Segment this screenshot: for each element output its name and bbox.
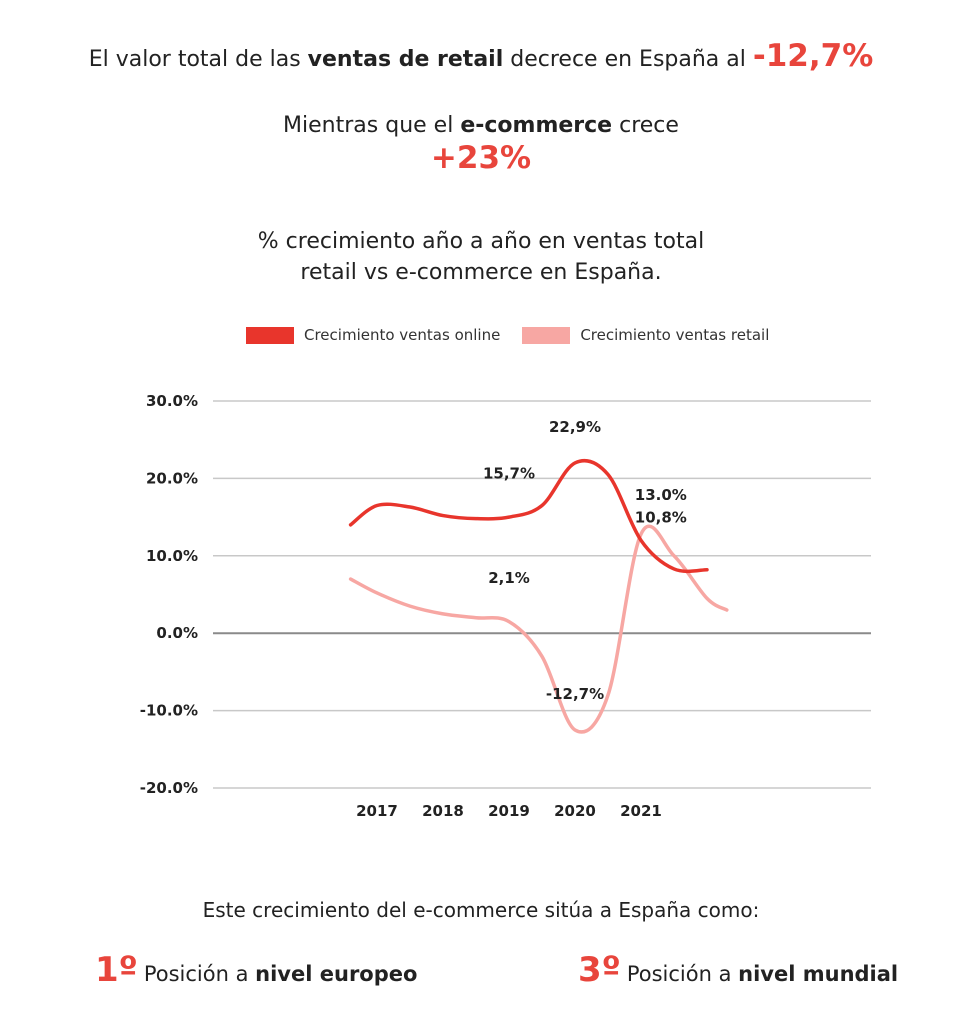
x-tick-label: 2019 bbox=[488, 802, 530, 820]
rank-europe-pre: Posición a bbox=[143, 962, 249, 986]
footer-text: Este crecimiento del e-commerce sitúa a … bbox=[202, 898, 760, 922]
chart-title-line1: % crecimiento año a año en ventas total bbox=[257, 229, 705, 254]
legend-label-retail: Crecimiento ventas retail bbox=[580, 326, 770, 344]
legend-item-retail: Crecimiento ventas retail bbox=[522, 326, 769, 344]
rank-europe-number: 1º bbox=[95, 950, 138, 990]
y-tick-label: 0.0% bbox=[156, 624, 198, 642]
series-line-retail bbox=[348, 524, 729, 734]
rank-world-number: 3º bbox=[578, 950, 621, 990]
y-tick-label: -10.0% bbox=[140, 702, 198, 720]
data-label: 22,9% bbox=[549, 418, 601, 436]
y-tick-label: 20.0% bbox=[146, 469, 198, 487]
rank-world: 3º Posición a nivel mundial bbox=[578, 950, 898, 990]
chart-legend: Crecimiento ventas online Crecimiento ve… bbox=[246, 326, 791, 344]
y-tick-label: -20.0% bbox=[140, 779, 198, 797]
legend-label-online: Crecimiento ventas online bbox=[304, 326, 501, 344]
headline-bold: ventas de retail bbox=[307, 47, 504, 72]
series-line-online bbox=[348, 458, 709, 574]
headline-value: -12,7% bbox=[752, 38, 874, 74]
rank-europe-bold: nivel europeo bbox=[255, 962, 418, 986]
data-label: 2,1% bbox=[488, 569, 530, 587]
data-label: 13.0% bbox=[635, 486, 687, 504]
y-tick-label: 10.0% bbox=[146, 547, 198, 565]
rank-world-pre: Posición a bbox=[626, 962, 732, 986]
headline-pre: El valor total de las bbox=[88, 47, 308, 72]
headline: El valor total de las ventas de retail d… bbox=[0, 38, 962, 74]
x-tick-label: 2021 bbox=[620, 802, 662, 820]
chart-title: % crecimiento año a año en ventas total … bbox=[0, 226, 962, 288]
data-label: 10,8% bbox=[635, 509, 687, 527]
ecommerce-bold: e-commerce bbox=[460, 113, 613, 138]
x-tick-label: 2020 bbox=[554, 802, 596, 820]
x-tick-label: 2017 bbox=[356, 802, 398, 820]
rank-world-bold: nivel mundial bbox=[738, 962, 899, 986]
legend-swatch-retail bbox=[522, 326, 571, 344]
ecommerce-pre: Mientras que el bbox=[283, 113, 461, 138]
y-tick-label: 30.0% bbox=[146, 392, 198, 410]
headline-post: decrece en España al bbox=[503, 47, 753, 72]
rank-europe: 1º Posición a nivel europeo bbox=[95, 950, 417, 990]
chart-title-line2: retail vs e-commerce en España. bbox=[300, 260, 662, 285]
legend-swatch-online bbox=[246, 326, 294, 344]
ecommerce-value: +23% bbox=[430, 140, 532, 176]
x-tick-label: 2018 bbox=[422, 802, 464, 820]
ecommerce-post: crece bbox=[612, 113, 679, 138]
line-chart: 30.0% 20.0% 10.0% 0.0% -10.0% -20.0% 2017 2018 2… bbox=[140, 392, 871, 820]
data-label: -12,7% bbox=[546, 685, 604, 703]
data-label: 15,7% bbox=[483, 464, 535, 482]
legend-item-online: Crecimiento ventas online bbox=[246, 326, 500, 344]
ecommerce-line: Mientras que el e-commerce crece bbox=[0, 113, 962, 138]
